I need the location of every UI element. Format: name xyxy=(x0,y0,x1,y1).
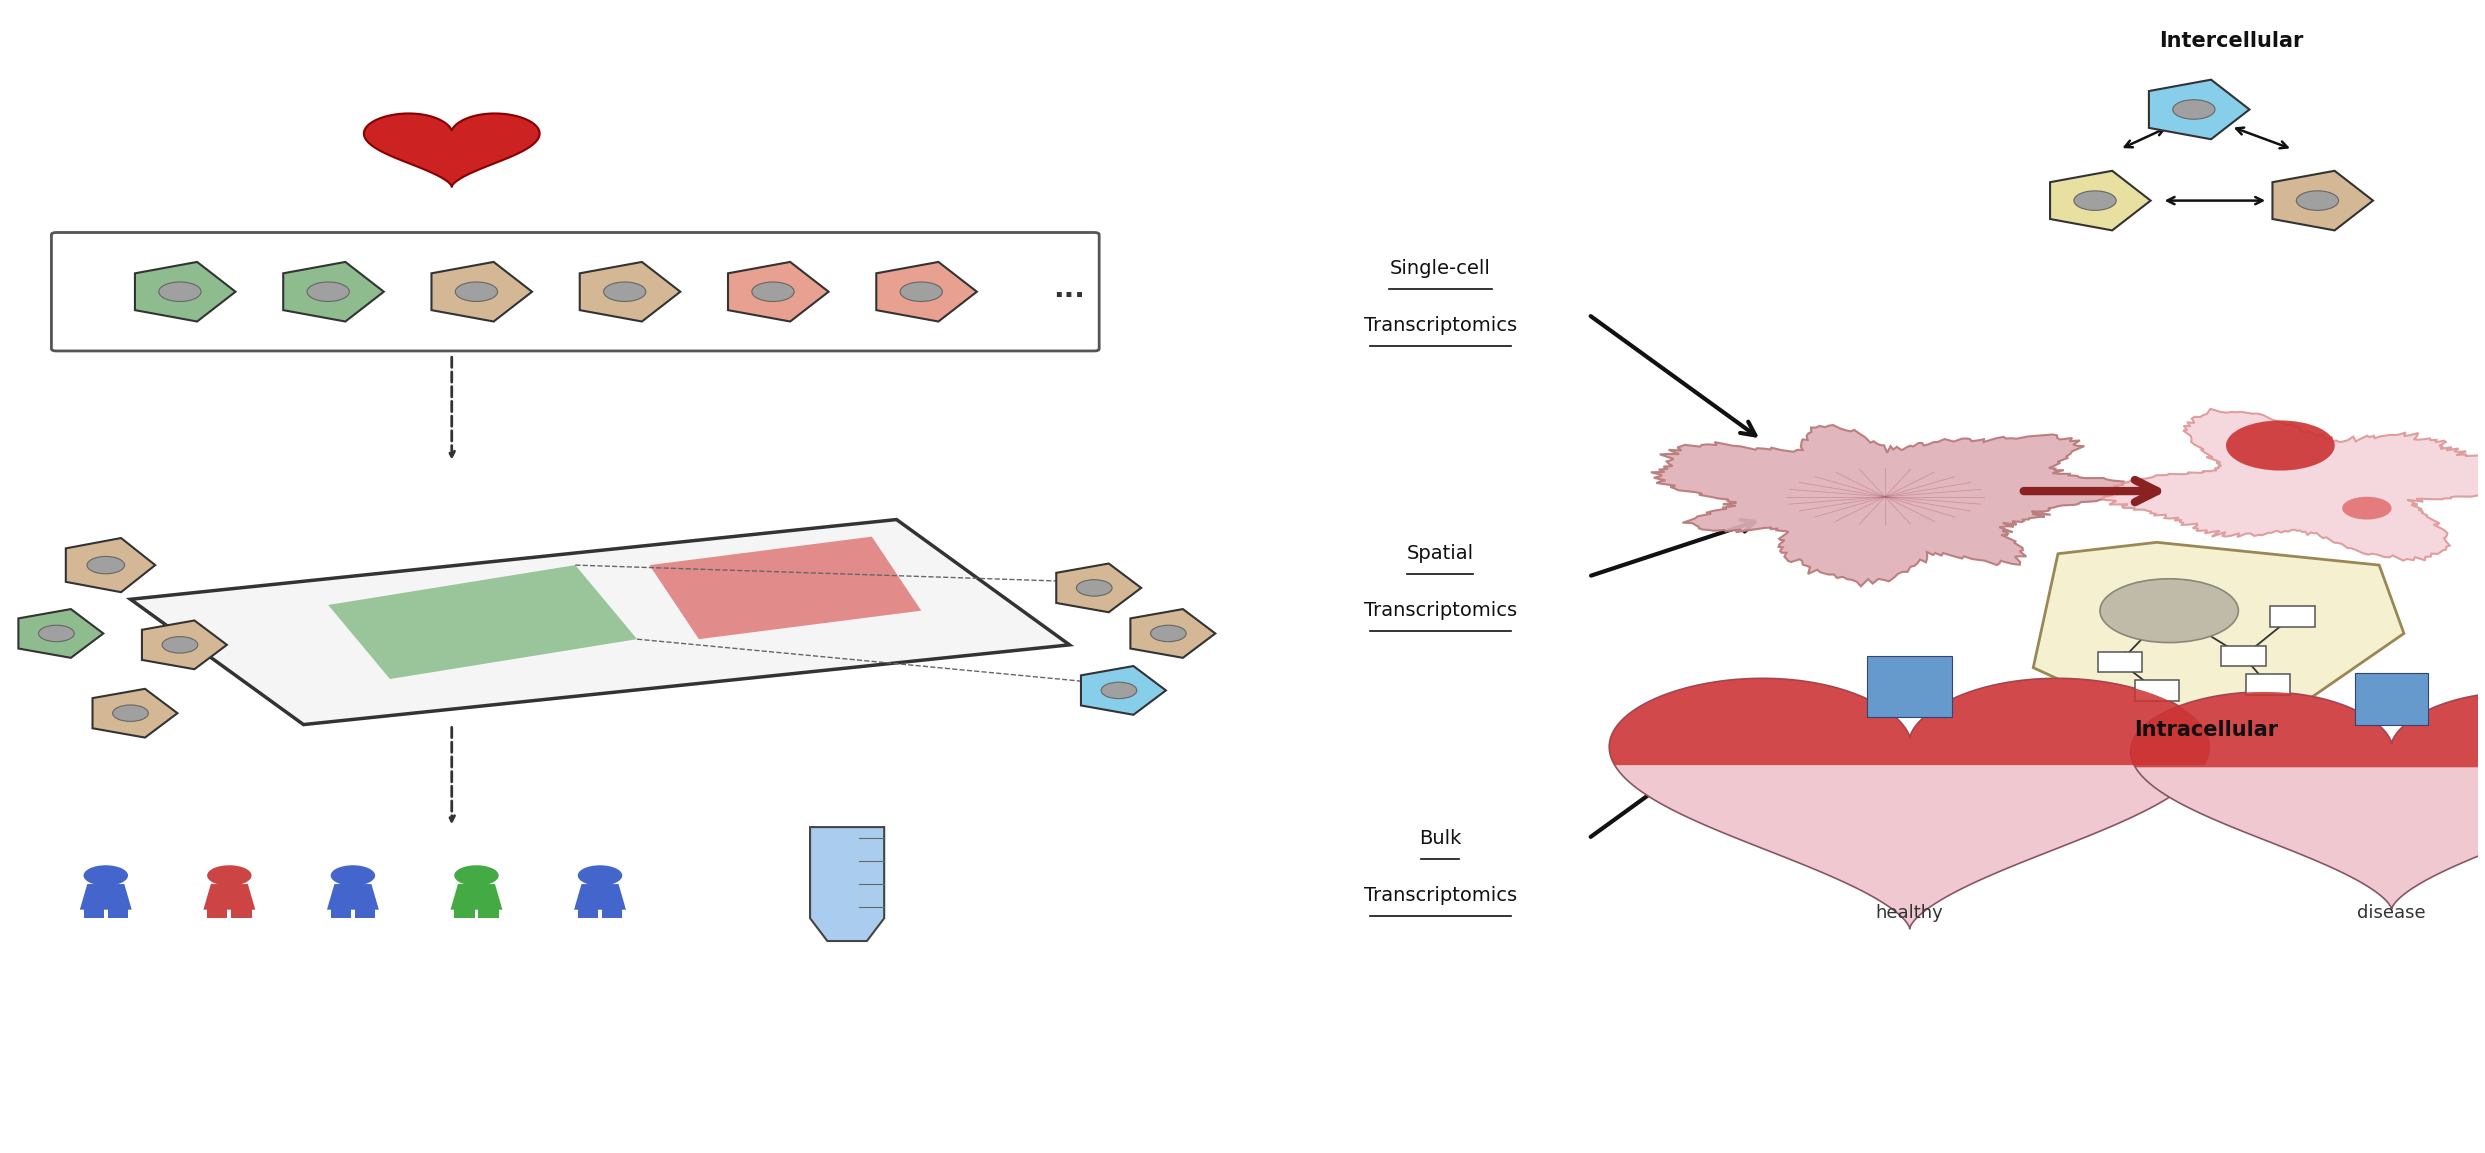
Text: Transcriptomics: Transcriptomics xyxy=(1364,601,1516,620)
Circle shape xyxy=(331,865,375,886)
Circle shape xyxy=(753,282,795,301)
Polygon shape xyxy=(1610,678,2209,766)
Polygon shape xyxy=(2130,692,2485,767)
Polygon shape xyxy=(204,884,256,910)
Polygon shape xyxy=(80,884,132,910)
Text: disease: disease xyxy=(2358,904,2425,921)
Polygon shape xyxy=(132,520,1069,724)
Bar xyxy=(2271,606,2316,626)
Circle shape xyxy=(455,865,499,886)
Polygon shape xyxy=(231,907,251,918)
Bar xyxy=(1866,656,1951,717)
Circle shape xyxy=(604,282,646,301)
Circle shape xyxy=(2296,191,2338,210)
Circle shape xyxy=(112,704,149,722)
Circle shape xyxy=(2172,99,2214,119)
Polygon shape xyxy=(1081,666,1165,715)
Polygon shape xyxy=(65,538,154,593)
Polygon shape xyxy=(649,536,922,639)
Polygon shape xyxy=(810,827,885,941)
Circle shape xyxy=(206,865,251,886)
Polygon shape xyxy=(328,565,636,679)
Polygon shape xyxy=(84,907,104,918)
Polygon shape xyxy=(2150,80,2249,140)
Text: Intercellular: Intercellular xyxy=(2159,31,2304,51)
Text: Single-cell: Single-cell xyxy=(1389,259,1491,278)
Polygon shape xyxy=(331,907,350,918)
Text: Intracellular: Intracellular xyxy=(2135,721,2279,740)
Circle shape xyxy=(162,636,199,653)
Polygon shape xyxy=(2050,171,2150,231)
Polygon shape xyxy=(17,609,104,658)
Circle shape xyxy=(2343,497,2391,520)
Polygon shape xyxy=(477,907,499,918)
FancyBboxPatch shape xyxy=(52,233,1098,351)
Polygon shape xyxy=(328,884,378,910)
Circle shape xyxy=(1101,683,1136,699)
Polygon shape xyxy=(450,884,502,910)
Polygon shape xyxy=(2271,171,2373,231)
Circle shape xyxy=(87,557,124,574)
Circle shape xyxy=(2227,421,2336,470)
Circle shape xyxy=(900,282,942,301)
Bar xyxy=(2135,680,2179,701)
Circle shape xyxy=(1076,580,1113,596)
Circle shape xyxy=(40,625,75,642)
Text: Transcriptomics: Transcriptomics xyxy=(1364,886,1516,905)
Polygon shape xyxy=(1650,425,2137,587)
Bar xyxy=(2356,672,2428,725)
Text: healthy: healthy xyxy=(1876,904,1943,921)
Polygon shape xyxy=(363,113,539,187)
Polygon shape xyxy=(1610,678,2209,928)
Polygon shape xyxy=(579,907,599,918)
Circle shape xyxy=(2100,579,2239,642)
Polygon shape xyxy=(728,262,828,322)
Polygon shape xyxy=(1056,564,1141,612)
Circle shape xyxy=(579,865,621,886)
Bar xyxy=(2246,675,2291,695)
Bar xyxy=(2222,646,2266,666)
Polygon shape xyxy=(355,907,375,918)
Polygon shape xyxy=(142,620,226,669)
Circle shape xyxy=(159,282,201,301)
Bar xyxy=(2097,651,2142,672)
Polygon shape xyxy=(574,884,626,910)
Polygon shape xyxy=(579,262,681,322)
Polygon shape xyxy=(283,262,383,322)
Circle shape xyxy=(84,865,129,886)
Circle shape xyxy=(2075,191,2117,210)
Circle shape xyxy=(1151,625,1185,642)
Text: Bulk: Bulk xyxy=(1419,829,1461,847)
Text: Spatial: Spatial xyxy=(1407,544,1474,563)
Polygon shape xyxy=(877,262,977,322)
Polygon shape xyxy=(92,688,176,738)
Polygon shape xyxy=(1131,609,1215,658)
Polygon shape xyxy=(134,262,236,322)
Polygon shape xyxy=(2130,692,2485,910)
Polygon shape xyxy=(107,907,129,918)
Polygon shape xyxy=(455,907,475,918)
Circle shape xyxy=(308,282,350,301)
Polygon shape xyxy=(432,262,532,322)
Polygon shape xyxy=(601,907,621,918)
Text: Transcriptomics: Transcriptomics xyxy=(1364,316,1516,336)
Text: ...: ... xyxy=(1054,276,1086,303)
Polygon shape xyxy=(206,907,229,918)
Circle shape xyxy=(455,282,497,301)
Polygon shape xyxy=(2033,542,2403,714)
Polygon shape xyxy=(2097,409,2485,560)
